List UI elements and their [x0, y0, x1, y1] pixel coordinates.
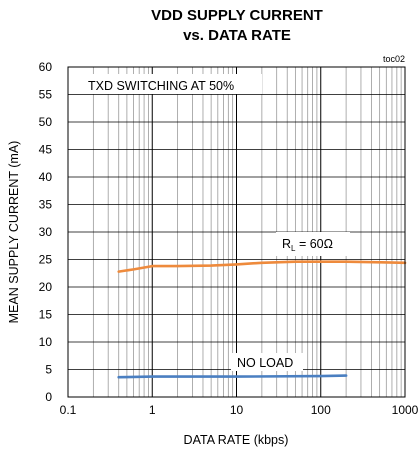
x-tick-label: 1	[149, 403, 156, 417]
condition-label: TXD SWITCHING AT 50%	[88, 79, 234, 93]
series-lines	[117, 260, 407, 379]
rl-label-sub: L	[291, 244, 296, 253]
no-load-label: NO LOAD	[237, 356, 293, 370]
y-tick-label: 45	[39, 143, 53, 157]
plot-frame	[67, 66, 406, 398]
grid	[68, 67, 405, 397]
y-tick-label: 50	[39, 115, 53, 129]
rl-label-main: R	[282, 237, 291, 251]
y-tick-label: 5	[45, 363, 52, 377]
y-tick-label: 35	[39, 198, 53, 212]
no-load-label-bg	[231, 353, 303, 371]
condition-label-bg	[80, 74, 262, 94]
y-tick-label: 30	[39, 225, 53, 239]
x-tick-label: 10	[230, 403, 244, 417]
y-tick-label: 20	[39, 280, 53, 294]
chart-title: VDD SUPPLY CURRENT	[151, 7, 323, 24]
tick-labels: 0.1 1 10 100 1000 0 5 10 15 20 25 30 35 40 45 50 55 60	[39, 60, 419, 417]
y-axis-label: MEAN SUPPLY CURRENT (mA)	[7, 141, 21, 324]
x-axis-label: DATA RATE (kbps)	[184, 433, 289, 447]
rl-label-bg	[276, 232, 350, 256]
chart-tag: toc02	[383, 54, 405, 64]
y-tick-label: 60	[39, 60, 53, 74]
series-line-2	[117, 374, 348, 379]
y-tick-label: 10	[39, 335, 53, 349]
rl-label-value: = 60Ω	[295, 237, 333, 251]
y-tick-label: 55	[39, 88, 53, 102]
x-tick-label: 1000	[392, 403, 419, 417]
chart-subtitle: vs. DATA RATE	[183, 27, 291, 44]
y-tick-label: 0	[45, 390, 52, 404]
series-line-1	[117, 260, 407, 273]
y-tick-label: 40	[39, 170, 53, 184]
x-tick-label: 0.1	[60, 403, 77, 417]
y-tick-label: 25	[39, 253, 53, 267]
y-tick-label: 15	[39, 308, 53, 322]
rl-label: RL = 60Ω	[282, 237, 333, 253]
x-tick-label: 100	[311, 403, 331, 417]
